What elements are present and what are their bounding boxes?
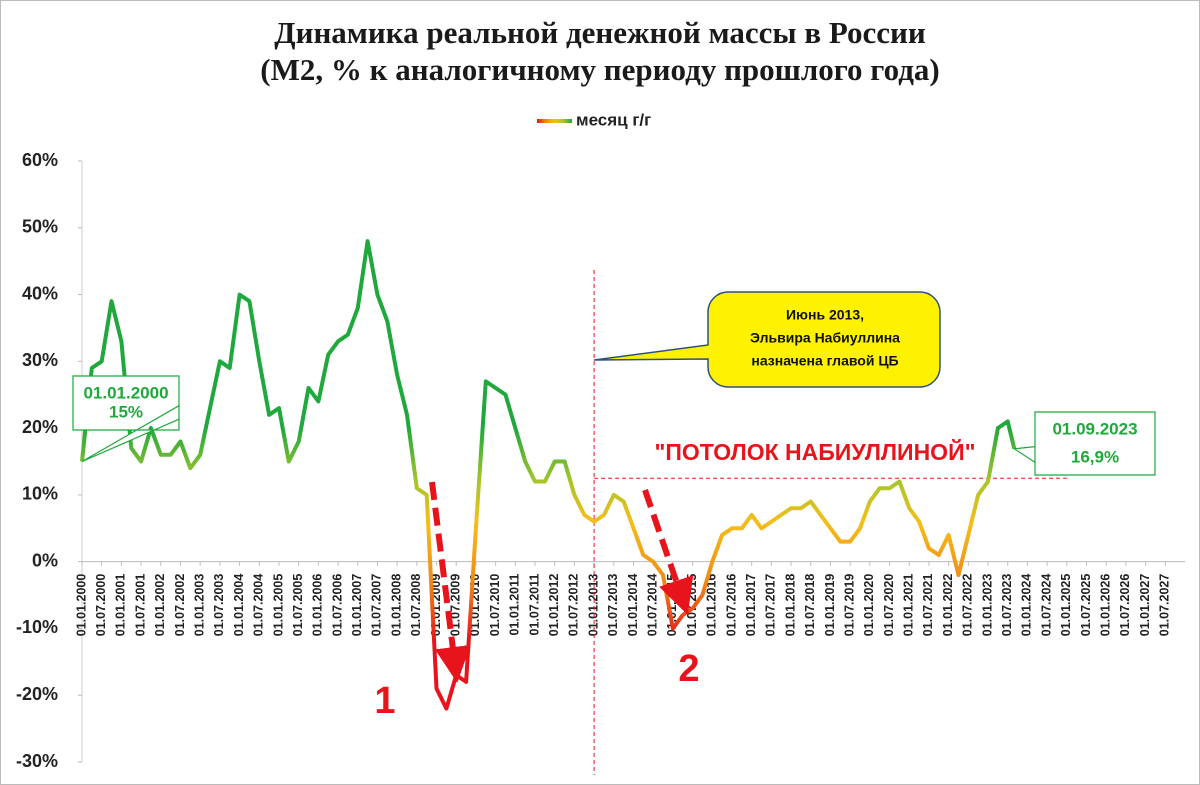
x-tick-label: 01.01.2020 (862, 574, 876, 637)
value-callout: 01.09.2023 16,9% (1012, 411, 1156, 476)
y-tick-label: 20% (22, 417, 58, 437)
value-label: 16,9% (1071, 447, 1119, 466)
x-tick-label: 01.07.2010 (488, 574, 502, 637)
x-tick-label: 01.01.2026 (1099, 574, 1113, 637)
y-tick-label: -20% (16, 684, 58, 704)
x-tick-label: 01.01.2021 (902, 574, 916, 637)
x-tick-label: 01.07.2004 (252, 574, 266, 637)
x-tick-label: 01.01.2006 (311, 574, 325, 637)
callout-box (1012, 411, 1156, 476)
y-tick-label: 50% (22, 217, 58, 237)
x-tick-label: 01.01.2022 (941, 574, 955, 637)
x-tick-label: 01.07.2018 (803, 574, 817, 637)
note-text: Июнь 2013, (786, 307, 864, 323)
x-tick-label: 01.07.2000 (94, 574, 108, 637)
x-tick-label: 01.07.2017 (764, 574, 778, 637)
x-tick-label: 01.07.2022 (961, 574, 975, 637)
x-tick-label: 01.07.2027 (1158, 574, 1172, 637)
x-tick-label: 01.01.2027 (1138, 574, 1152, 637)
value-label: 15% (109, 402, 143, 421)
x-tick-label: 01.01.2002 (153, 574, 167, 637)
x-tick-label: 01.07.2003 (212, 574, 226, 637)
y-tick-label: -30% (16, 751, 58, 771)
y-tick-label: 60% (22, 150, 58, 170)
x-tick-label: 01.07.2016 (724, 574, 738, 637)
callout-date: 01.01.2000 (83, 383, 168, 402)
x-tick-label: 01.01.2011 (508, 574, 522, 636)
x-tick-label: 01.07.2024 (1039, 574, 1053, 637)
ceiling-label: "ПОТОЛОК НАБИУЛЛИНОЙ" (654, 438, 975, 465)
x-tick-label: 01.07.2002 (173, 574, 187, 637)
marker-label: 1 (374, 680, 395, 722)
x-tick-label: 01.07.2020 (882, 574, 896, 637)
chart-title: Динамика реальной денежной массы в Росси… (274, 15, 926, 50)
x-tick-label: 01.01.2014 (626, 574, 640, 637)
x-tick-label: 01.01.2007 (350, 574, 364, 637)
x-tick-label: 01.07.2001 (133, 574, 147, 637)
x-tick-label: 01.07.2014 (645, 574, 659, 637)
x-tick-label: 01.07.2019 (842, 574, 856, 637)
x-tick-label: 01.01.2023 (980, 574, 994, 637)
x-tick-label: 01.01.2012 (547, 574, 561, 637)
x-tick-label: 01.01.2025 (1059, 574, 1073, 637)
x-tick-label: 01.07.2011 (527, 574, 541, 636)
x-tick-label: 01.07.2006 (330, 574, 344, 637)
x-tick-label: 01.01.2024 (1020, 574, 1034, 637)
x-tick-label: 01.01.2008 (389, 574, 403, 637)
x-tick-label: 01.01.2004 (232, 574, 246, 637)
y-tick-label: 10% (22, 484, 58, 504)
y-tick-label: 30% (22, 350, 58, 370)
y-tick-label: 0% (32, 550, 58, 570)
line-series (80, 239, 1017, 711)
callout-box (72, 375, 180, 463)
x-tick-label: 01.01.2017 (744, 574, 758, 637)
x-tick-label: 01.07.2007 (370, 574, 384, 637)
x-tick-label: 01.01.2018 (783, 574, 797, 637)
x-tick-label: 01.07.2025 (1079, 574, 1093, 637)
y-tick-label: 40% (22, 283, 58, 303)
x-tick-label: 01.01.2005 (271, 574, 285, 637)
marker-label: 2 (678, 648, 699, 690)
x-tick-label: 01.07.2023 (1000, 574, 1014, 637)
x-tick-label: 01.07.2026 (1118, 574, 1132, 637)
x-tick-label: 01.07.2021 (921, 574, 935, 637)
note-callout (594, 291, 941, 388)
x-tick-label: 01.07.2013 (606, 574, 620, 637)
y-tick-label: -10% (16, 617, 58, 637)
callout-date: 01.09.2023 (1052, 419, 1137, 438)
x-tick-label: 01.07.2008 (409, 574, 423, 637)
arrow (429, 481, 471, 683)
x-tick-label: 01.07.2012 (567, 574, 581, 637)
x-tick-label: 01.01.2013 (586, 574, 600, 637)
x-tick-label: 01.01.2016 (705, 574, 719, 637)
note-text: назначена главой ЦБ (751, 353, 898, 369)
note-text: Эльвира Набиуллина (750, 330, 900, 346)
x-tick-label: 01.01.2019 (823, 574, 837, 637)
arrow (642, 489, 694, 616)
chart-subtitle: (М2, % к аналогичному периоду прошлого г… (260, 52, 939, 87)
x-tick-label: 01.01.2001 (114, 574, 128, 637)
legend-label: месяц г/г (576, 110, 651, 129)
x-tick-label: 01.01.2003 (192, 574, 206, 637)
x-tick-label: 01.01.2000 (74, 574, 88, 637)
x-tick-label: 01.07.2005 (291, 574, 305, 637)
